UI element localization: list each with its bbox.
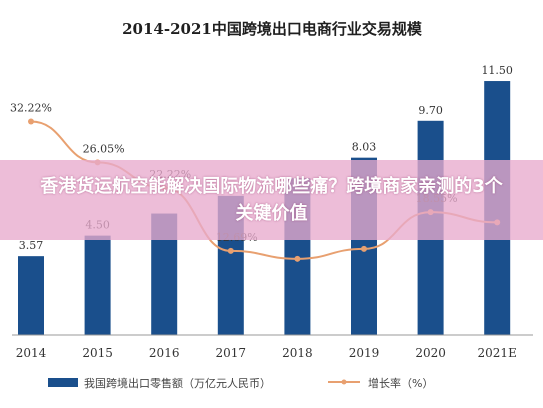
chart-title: 2014-2021中国跨境出口电商行业交易规模 [122,20,423,38]
growth-value-label-2014: 32.22% [10,102,52,115]
legend-line-marker [341,379,347,385]
bar-value-label-2019: 8.03 [352,141,377,154]
bar-value-label-2020: 9.70 [418,104,443,117]
bar-2014 [18,256,44,335]
x-tick-2018: 2018 [282,346,313,360]
growth-point-2017 [227,247,234,254]
x-tick-2015: 2015 [82,346,113,360]
growth-point-2014 [28,118,34,125]
bar-2015 [84,235,111,335]
legend-bar-swatch [48,378,78,387]
bar-value-label-2021E: 11.50 [481,64,513,77]
x-tick-2016: 2016 [149,346,180,360]
bar-value-label-2014: 3.57 [19,239,44,252]
overlay-banner: 香港货运航空能解决国际物流哪些痛？跨境商家亲测的3个关键价值 [0,160,543,240]
growth-point-2018 [294,255,301,262]
x-tick-2017: 2017 [216,346,247,360]
x-tick-2020: 2020 [415,346,446,360]
banner-text: 香港货运航空能解决国际物流哪些痛？跨境商家亲测的3个关键价值 [40,176,503,224]
growth-point-2019 [361,245,367,252]
legend-line-label: 增长率（%） [368,376,433,390]
x-tick-2014: 2014 [16,346,47,360]
legend-bar-label: 我国跨境出口零售额（万亿元人民币） [84,376,271,390]
x-tick-2021E: 2021E [478,346,517,360]
x-tick-labels: 2014 2015 2016 2017 2018 2019 2020 2021E [16,346,517,360]
legend: 我国跨境出口零售额（万亿元人民币） 增长率（%） [48,376,433,390]
growth-value-label-2015: 26.05% [83,142,125,155]
x-tick-2019: 2019 [349,346,380,360]
